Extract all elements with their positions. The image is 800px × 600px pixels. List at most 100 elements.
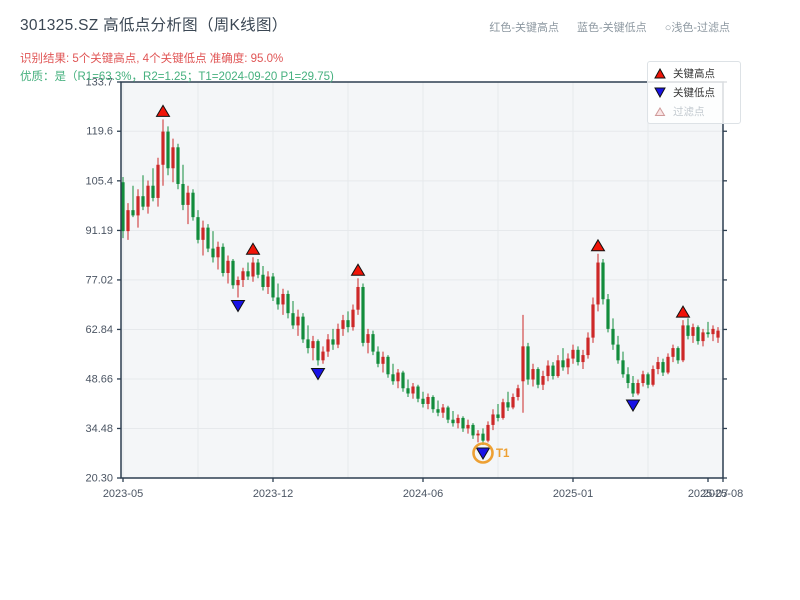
color-key-filtered: ○浅色-过滤点 (664, 22, 730, 34)
candle-body (636, 383, 640, 394)
candle-body (281, 293, 285, 305)
legend-item-filtered: 过滤点 (654, 104, 734, 119)
candle-body (436, 409, 440, 413)
candle-body (581, 355, 585, 363)
legend-label: 关键低点 (673, 87, 715, 99)
candle-body (566, 358, 570, 368)
candle-body (321, 351, 325, 361)
candle-body (576, 349, 580, 363)
candle-body (311, 341, 315, 349)
quality-result-text: 优质：是（R1=63.3%，R2=1.25；T1=2024-09-20 P1=2… (20, 71, 334, 83)
candle-body (536, 369, 540, 385)
color-key-high: 红色-关键高点 (489, 22, 560, 34)
candle-body (341, 320, 345, 329)
candle-body (491, 414, 495, 425)
y-tick-label: 91.19 (85, 225, 113, 237)
candle-body (191, 192, 195, 218)
red-up-triangle-icon (654, 68, 666, 79)
legend-item-key-high: 关键高点 (654, 66, 734, 81)
candle-body (371, 334, 375, 352)
candle-body (221, 246, 225, 274)
y-tick-label: 62.84 (85, 324, 113, 336)
candle-body (661, 362, 665, 373)
color-key-note: 红色-关键高点 蓝色-关键低点 ○浅色-过滤点 (489, 19, 730, 35)
candle-body (571, 349, 575, 359)
key-high-marker (590, 238, 606, 252)
candle-body (501, 402, 505, 418)
candle-body (471, 424, 475, 436)
candle-body (586, 337, 590, 356)
key-low-marker (230, 299, 246, 313)
candle-body (621, 360, 625, 375)
candle-body (211, 248, 215, 258)
candle-body (431, 396, 435, 410)
candle-body (671, 348, 675, 357)
recognition-result-text: 识别结果: 5个关键高点, 4个关键低点 准确度: 95.0% (20, 53, 284, 65)
candle-body (521, 346, 525, 382)
color-key-low: 蓝色-关键低点 (577, 22, 647, 34)
candle-body (591, 304, 595, 338)
candle-body (421, 398, 425, 404)
candle-body (216, 246, 220, 258)
kline-chart: T1 133.7 119.6 105.4 91.19 77.02 62.84 48.66 34.… (85, 77, 743, 501)
candle-body (456, 417, 460, 424)
candle-body (551, 365, 555, 377)
candle-body (236, 280, 240, 286)
candle-body (121, 182, 125, 232)
candle-body (156, 164, 160, 198)
legend-label: 关键高点 (673, 68, 715, 80)
candle-body (541, 376, 545, 385)
candle-body (361, 286, 365, 343)
candle-body (326, 339, 330, 352)
candle-body (146, 185, 150, 207)
candle-body (131, 210, 135, 216)
candle-body (511, 396, 515, 408)
t1-label: T1 (496, 448, 510, 460)
candle-body (496, 414, 500, 418)
candle-body (231, 260, 235, 286)
y-tick-label: 20.30 (85, 473, 113, 485)
candle-body (696, 327, 700, 342)
candle-body (246, 271, 250, 277)
candle-body (646, 374, 650, 385)
candle-body (286, 293, 290, 314)
candle-body (406, 388, 410, 394)
candle-body (411, 386, 415, 394)
candle-body (686, 325, 690, 336)
key-low-marker (625, 399, 641, 412)
candle-body (201, 227, 205, 240)
candle-body (561, 360, 565, 368)
candle-body (606, 299, 610, 329)
candle-body (126, 210, 130, 232)
candle-body (226, 260, 230, 274)
x-tick-label: 2023-12 (253, 488, 293, 500)
candle-body (596, 262, 600, 305)
candle-body (301, 316, 305, 340)
candle-body (376, 351, 380, 364)
candle-body (261, 274, 265, 287)
candle-body (416, 386, 420, 399)
candle-body (481, 433, 485, 441)
page-title: 301325.SZ 高低点分析图（周K线图） (20, 17, 288, 34)
t1-highlight-circle (472, 442, 494, 464)
candle-body (141, 196, 145, 207)
candle-body (681, 325, 685, 361)
candle-body (486, 424, 490, 441)
candle-body (401, 372, 405, 389)
candle-body (251, 262, 255, 277)
chart-legend: 关键高点 关键低点 过滤点 (647, 61, 741, 124)
candle-body (691, 327, 695, 336)
candle-body (556, 360, 560, 377)
key-low-marker (475, 447, 491, 460)
key-high-marker (350, 263, 366, 276)
candle-body (631, 383, 635, 394)
key-high-marker (245, 242, 261, 255)
pale-triangle-icon (654, 107, 666, 116)
candle-body (706, 332, 710, 335)
y-tick-label: 133.7 (85, 77, 113, 89)
candle-body (641, 374, 645, 384)
candle-body (346, 320, 350, 328)
candle-body (466, 424, 470, 429)
candle-body (351, 309, 355, 328)
blue-down-triangle-icon (654, 87, 666, 98)
